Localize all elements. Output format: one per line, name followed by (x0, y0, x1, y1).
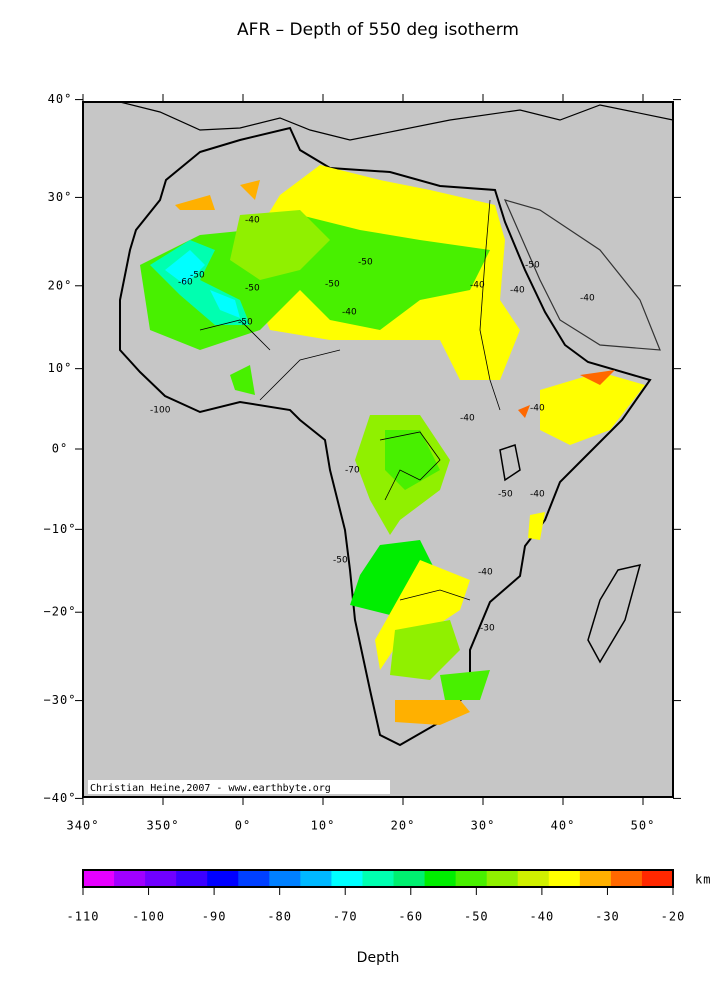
lat-label: 20° (48, 278, 73, 292)
color-swatch (641, 870, 674, 887)
contour-label: -40 (478, 568, 493, 578)
lat-label: 0° (52, 442, 68, 456)
color-swatch (486, 870, 519, 887)
contour-labels: -40 -50 -60 -50 -50 -50 -40 -50 -40 -40 … (150, 216, 595, 634)
contour-label: -40 (342, 308, 357, 318)
contour-label: -40 (510, 286, 525, 296)
lat-label: 30° (48, 190, 73, 204)
credit: Christian Heine,2007 - www.earthbyte.org (90, 783, 331, 794)
color-swatch (145, 870, 177, 887)
color-swatch (610, 870, 643, 887)
colorbar-tick-label: -100 (132, 910, 165, 924)
other-coastlines (119, 101, 674, 351)
rivers-and-borders (199, 199, 521, 601)
color-swatch (238, 870, 270, 887)
color-swatch (114, 870, 146, 887)
color-swatch (300, 870, 332, 887)
color-swatch (331, 870, 363, 887)
colorbar-tick-label: -90 (202, 910, 227, 924)
colorbar-tick-label: -70 (333, 910, 358, 924)
lon-label: 10° (311, 819, 336, 833)
madagascar (587, 563, 642, 664)
colorbar-frame (82, 869, 674, 888)
contour-label: -40 (580, 294, 595, 304)
contour-label: -50 (358, 258, 373, 268)
colorbar-tick-label: -50 (464, 910, 489, 924)
color-swatch (176, 870, 208, 887)
color-swatch (393, 870, 426, 887)
contour-label: -50 (498, 490, 513, 500)
lat-label: −30° (44, 693, 77, 707)
lon-label: 20° (391, 819, 416, 833)
contour-label: -40 (460, 414, 475, 424)
color-swatch (362, 870, 395, 887)
contour-label: -30 (480, 624, 495, 634)
contour-label: -40 (530, 490, 545, 500)
lat-label: −20° (44, 605, 77, 619)
lon-label: 350° (147, 819, 180, 833)
color-swatch (207, 870, 239, 887)
colorbar-label: Depth (357, 950, 400, 966)
color-swatch (517, 870, 550, 887)
contour-label: -50 (238, 318, 253, 328)
colorbar-tick-label: -40 (530, 910, 555, 924)
depth-field (140, 165, 645, 725)
contour-label: -60 (178, 278, 193, 288)
contour-label: -50 (325, 280, 340, 290)
lon-label: 0° (235, 819, 251, 833)
color-swatch (455, 870, 488, 887)
color-swatch (548, 870, 581, 887)
title: AFR – Depth of 550 deg isotherm (237, 20, 519, 40)
contour-label: -40 (245, 216, 260, 226)
contour-label: -70 (345, 466, 360, 476)
lon-label: 40° (551, 819, 576, 833)
color-swatch (269, 870, 301, 887)
credit-box (88, 780, 390, 794)
contour-label: -40 (530, 404, 545, 414)
lat-label: 40° (48, 92, 73, 106)
colorbar-tick-label: -60 (398, 910, 423, 924)
lat-label: −40° (44, 791, 77, 805)
lat-label: 10° (48, 361, 73, 375)
color-swatch (83, 870, 115, 887)
contour-label: -100 (150, 406, 171, 416)
lon-label: 50° (631, 819, 656, 833)
lat-label: −10° (44, 522, 77, 536)
colorbar-tick-label: -110 (67, 910, 100, 924)
colorbar-tick-label: -20 (661, 910, 686, 924)
contour-label: -50 (525, 261, 540, 271)
colorbar-unit: km (695, 873, 711, 887)
colorbar-tick-label: -80 (267, 910, 292, 924)
colorbar-tick-label: -30 (595, 910, 620, 924)
contour-label: -40 (470, 281, 485, 291)
lon-label: 30° (471, 819, 496, 833)
contour-label: -50 (245, 284, 260, 294)
color-swatch (579, 870, 612, 887)
contour-label: -50 (190, 271, 205, 281)
color-swatch (424, 870, 457, 887)
lon-label: 340° (67, 819, 100, 833)
contour-label: -50 (333, 556, 348, 566)
